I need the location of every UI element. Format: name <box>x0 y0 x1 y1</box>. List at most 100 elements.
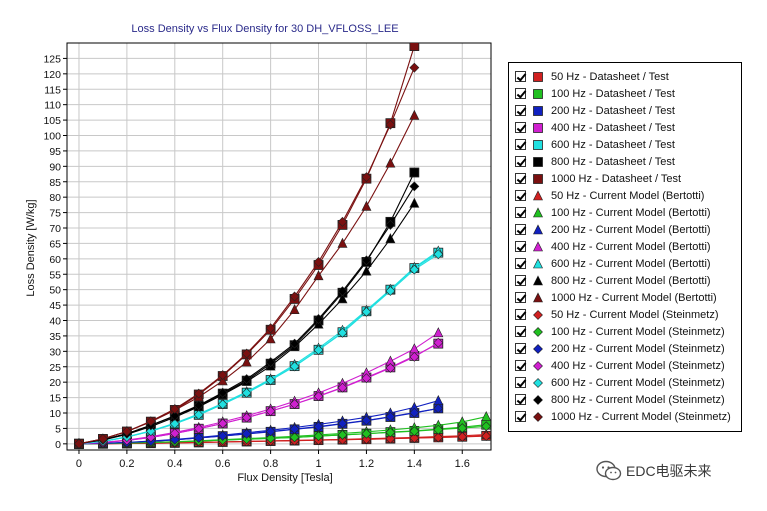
data-point <box>265 323 276 334</box>
legend-item[interactable]: 200 Hz - Datasheet / Test <box>515 102 675 119</box>
legend-item[interactable]: 1000 Hz - Datasheet / Test <box>515 170 681 187</box>
y-tick-label: 75 <box>49 208 61 220</box>
legend-square-marker <box>533 71 543 82</box>
legend-item[interactable]: 600 Hz - Current Model (Bertotti) <box>515 255 711 272</box>
data-point <box>313 314 324 324</box>
data-point <box>169 434 180 445</box>
legend-checkbox[interactable] <box>515 411 526 422</box>
y-tick-label: 105 <box>43 115 61 127</box>
legend-checkbox[interactable] <box>515 343 526 354</box>
legend-item[interactable]: 400 Hz - Datasheet / Test <box>515 119 675 136</box>
data-point <box>217 375 228 386</box>
data-point <box>217 370 228 380</box>
data-point <box>385 219 396 230</box>
legend-item[interactable]: 100 Hz - Current Model (Bertotti) <box>515 204 711 221</box>
legend-checkbox[interactable] <box>515 224 526 235</box>
data-point <box>217 431 228 441</box>
y-tick-label: 25 <box>49 362 61 374</box>
legend-item[interactable]: 1000 Hz - Current Model (Bertotti) <box>515 289 717 306</box>
data-point <box>361 434 372 445</box>
legend-item[interactable]: 100 Hz - Current Model (Steinmetz) <box>515 323 725 340</box>
legend-item[interactable]: 50 Hz - Current Model (Bertotti) <box>515 187 704 204</box>
legend-item[interactable]: 600 Hz - Current Model (Steinmetz) <box>515 374 725 391</box>
data-point <box>337 293 348 304</box>
data-point <box>313 256 324 267</box>
legend-label: 100 Hz - Current Model (Steinmetz) <box>551 325 725 338</box>
legend-checkbox[interactable] <box>515 258 526 269</box>
legend-diamond-marker <box>533 326 543 337</box>
legend-checkbox[interactable] <box>515 394 526 405</box>
legend-item[interactable]: 50 Hz - Datasheet / Test <box>515 68 669 85</box>
legend-diamond-marker <box>533 309 543 320</box>
legend-triangle-marker <box>533 291 543 302</box>
legend-checkbox[interactable] <box>515 241 526 252</box>
legend-item[interactable]: 400 Hz - Current Model (Bertotti) <box>515 238 711 255</box>
legend-checkbox[interactable] <box>515 377 526 388</box>
y-tick-label: 110 <box>44 100 61 112</box>
data-point <box>289 432 300 443</box>
legend-checkbox[interactable] <box>515 139 526 150</box>
series-16 <box>74 403 444 449</box>
legend-checkbox[interactable] <box>515 173 526 184</box>
legend-item[interactable]: 200 Hz - Current Model (Steinmetz) <box>515 340 725 357</box>
legend-checkbox[interactable] <box>515 360 526 371</box>
data-point <box>289 304 300 315</box>
data-point <box>409 351 420 362</box>
legend-triangle-marker <box>533 189 543 200</box>
legend-checkbox[interactable] <box>515 122 526 133</box>
data-point <box>361 172 372 183</box>
data-point <box>457 431 468 442</box>
legend-triangle-marker <box>533 257 543 268</box>
legend-checkbox[interactable] <box>515 156 526 167</box>
legend-square-marker <box>533 173 543 184</box>
legend-item[interactable]: 200 Hz - Current Model (Bertotti) <box>515 221 711 238</box>
legend-item[interactable]: 400 Hz - Current Model (Steinmetz) <box>515 357 725 374</box>
legend-item[interactable]: 1000 Hz - Current Model (Steinmetz) <box>515 408 731 425</box>
legend-item[interactable]: 800 Hz - Current Model (Bertotti) <box>515 272 711 289</box>
data-point <box>74 438 84 449</box>
chart-title: Loss Density vs Flux Density for 30 DH_V… <box>131 23 398 35</box>
data-point <box>481 421 491 432</box>
data-point <box>385 119 396 130</box>
legend-label: 200 Hz - Current Model (Steinmetz) <box>551 342 725 355</box>
legend-item[interactable]: 800 Hz - Current Model (Steinmetz) <box>515 391 725 408</box>
x-tick-label: 0.4 <box>167 458 182 470</box>
data-point <box>241 348 252 359</box>
legend-label: 200 Hz - Datasheet / Test <box>551 104 675 117</box>
legend-checkbox[interactable] <box>515 275 526 286</box>
legend-checkbox[interactable] <box>515 309 526 320</box>
legend-checkbox[interactable] <box>515 207 526 218</box>
legend-checkbox[interactable] <box>515 190 526 201</box>
legend-checkbox[interactable] <box>515 292 526 303</box>
data-point <box>409 167 420 178</box>
legend-label: 600 Hz - Current Model (Steinmetz) <box>551 376 725 389</box>
series-line <box>78 407 439 445</box>
legend-item[interactable]: 600 Hz - Datasheet / Test <box>515 136 675 153</box>
data-point <box>433 403 444 414</box>
data-point <box>409 62 420 73</box>
legend-label: 1000 Hz - Datasheet / Test <box>551 172 682 185</box>
data-point <box>217 399 228 410</box>
legend-item[interactable]: 50 Hz - Current Model (Steinmetz) <box>515 306 719 323</box>
legend-label: 1000 Hz - Current Model (Bertotti) <box>551 291 717 304</box>
legend-checkbox[interactable] <box>515 326 526 337</box>
data-point <box>265 333 276 344</box>
legend-label: 400 Hz - Datasheet / Test <box>551 121 675 134</box>
data-point <box>217 387 228 398</box>
legend-label: 50 Hz - Datasheet / Test <box>551 70 669 83</box>
data-point <box>193 409 204 420</box>
legend-item[interactable]: 100 Hz - Datasheet / Test <box>515 85 675 102</box>
legend-label: 400 Hz - Current Model (Steinmetz) <box>551 359 725 372</box>
legend-label: 200 Hz - Current Model (Bertotti) <box>551 223 711 236</box>
x-tick-label: 1.2 <box>359 458 374 470</box>
y-tick-label: 115 <box>44 84 61 96</box>
legend-checkbox[interactable] <box>515 105 526 116</box>
legend-checkbox[interactable] <box>515 71 526 82</box>
data-point <box>289 361 300 372</box>
data-point <box>409 197 420 208</box>
plot-area <box>66 42 492 451</box>
legend-checkbox[interactable] <box>515 88 526 99</box>
legend-item[interactable]: 800 Hz - Datasheet / Test <box>515 153 675 170</box>
y-tick-label: 30 <box>49 346 61 358</box>
data-point <box>385 411 396 422</box>
